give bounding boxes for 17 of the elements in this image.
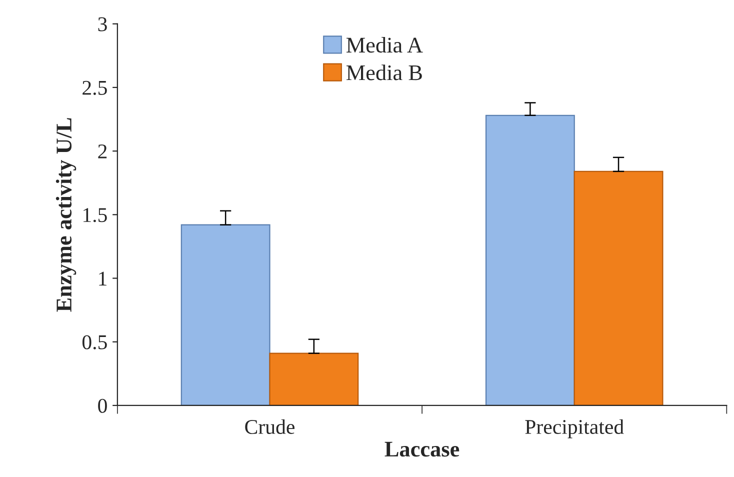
y-tick-label: 3 [98,17,107,32]
bar [180,224,270,406]
legend-label: Media A [346,37,423,53]
bar [485,114,575,406]
y-tick-label: 1 [99,272,106,286]
y-tick-label: 0.5 [82,335,107,350]
y-tick-label: 2 [98,144,107,158]
y-tick-label: 1.5 [84,208,107,222]
y-tick-label: 2.5 [82,80,107,95]
bar [269,352,359,406]
x-axis-title: Laccase [384,442,460,457]
x-tick-label: Precipitated [525,419,624,438]
bar [574,170,664,406]
y-axis-title: Enzyme activity U/L [56,118,76,312]
legend-label: Media B [346,64,422,80]
y-tick-label: 0 [98,398,107,413]
x-tick-label: Crude [245,419,294,434]
